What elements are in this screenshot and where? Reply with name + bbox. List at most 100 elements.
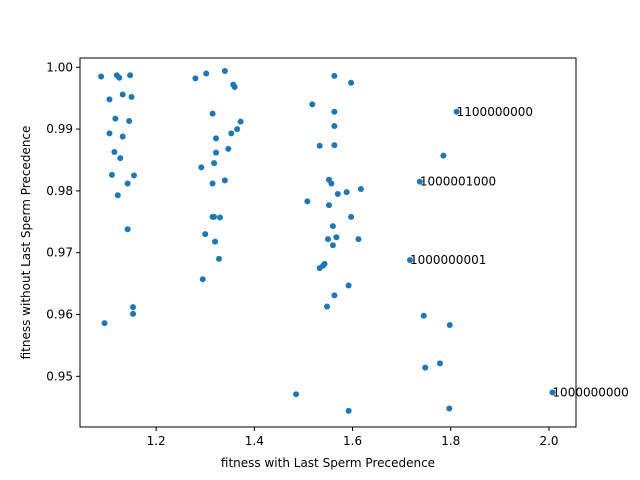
data-point-40 <box>202 231 209 238</box>
x-tick-label: 1.2 <box>147 434 166 448</box>
annotation-label: 1000000001 <box>410 253 486 267</box>
data-points <box>98 67 556 414</box>
data-point-67 <box>345 282 352 289</box>
data-point-81 <box>549 389 556 396</box>
data-point-11 <box>111 148 118 155</box>
data-point-13 <box>108 171 115 178</box>
data-point-49 <box>316 142 323 149</box>
data-point-10 <box>119 133 126 140</box>
data-point-4 <box>119 91 126 98</box>
data-point-30 <box>213 135 220 142</box>
data-point-52 <box>328 180 335 187</box>
data-point-45 <box>348 79 355 86</box>
data-point-50 <box>331 142 338 149</box>
data-point-42 <box>215 255 222 262</box>
data-point-79 <box>422 364 429 371</box>
data-point-80 <box>446 405 453 412</box>
data-point-41 <box>212 238 219 245</box>
data-point-18 <box>101 320 108 327</box>
x-tick-label: 1.6 <box>343 434 362 448</box>
y-axis-ticks: 0.95 0.96 0.97 0.98 0.99 1.00 <box>46 60 80 383</box>
data-point-16 <box>114 192 121 199</box>
data-point-36 <box>209 180 216 187</box>
data-point-0 <box>98 73 105 80</box>
data-point-19 <box>130 304 137 311</box>
x-tick-label: 1.8 <box>441 434 460 448</box>
data-point-5 <box>128 93 135 100</box>
point-annotations: 1100000000 1000001000 1000000001 1000000000 <box>410 105 629 400</box>
data-point-27 <box>237 118 244 125</box>
data-point-22 <box>203 70 210 77</box>
data-point-76 <box>420 312 427 319</box>
data-point-32 <box>213 149 220 156</box>
data-point-2 <box>116 74 123 81</box>
data-point-63 <box>329 242 336 249</box>
data-point-55 <box>334 190 341 197</box>
data-point-53 <box>357 186 364 193</box>
data-point-75 <box>407 257 414 264</box>
annotation-label: 1000001000 <box>420 175 496 189</box>
data-point-70 <box>293 391 300 398</box>
y-tick-label: 0.97 <box>46 246 73 260</box>
data-point-8 <box>126 118 133 125</box>
y-axis-label: fitness without Last Sperm Precedence <box>19 126 33 360</box>
data-point-15 <box>124 180 131 187</box>
data-point-62 <box>355 236 362 243</box>
y-tick-label: 0.99 <box>46 122 73 136</box>
plot-frame <box>79 57 577 428</box>
data-point-33 <box>211 160 218 167</box>
data-point-14 <box>131 172 138 179</box>
data-point-78 <box>436 360 443 367</box>
data-point-59 <box>329 223 336 230</box>
data-point-68 <box>331 292 338 299</box>
data-point-17 <box>124 226 131 233</box>
data-point-38 <box>211 213 218 220</box>
data-point-69 <box>324 303 331 310</box>
data-point-77 <box>446 322 453 329</box>
data-point-66 <box>316 265 323 272</box>
annotation-label: 1000000000 <box>552 385 628 399</box>
annotation-label: 1100000000 <box>457 105 533 119</box>
x-tick-label: 1.4 <box>245 434 264 448</box>
data-point-23 <box>221 67 228 74</box>
x-axis-ticks: 1.2 1.4 1.6 1.8 2.0 <box>147 427 559 448</box>
data-point-39 <box>216 214 223 221</box>
data-point-57 <box>325 202 332 209</box>
data-point-25 <box>231 84 238 91</box>
data-point-26 <box>209 110 216 117</box>
data-point-43 <box>199 276 206 283</box>
data-point-44 <box>331 72 338 79</box>
y-tick-label: 0.98 <box>46 184 73 198</box>
data-point-72 <box>453 108 460 115</box>
data-point-46 <box>309 101 316 108</box>
plot-area <box>80 58 576 427</box>
data-point-12 <box>117 155 124 162</box>
data-point-34 <box>198 164 205 171</box>
data-point-48 <box>331 122 338 129</box>
data-point-73 <box>440 152 447 159</box>
data-point-7 <box>112 115 119 122</box>
data-point-9 <box>106 130 113 137</box>
data-point-3 <box>127 72 134 79</box>
data-point-74 <box>416 178 423 185</box>
data-point-6 <box>106 96 113 103</box>
x-tick-label: 2.0 <box>539 434 558 448</box>
data-point-56 <box>304 198 311 205</box>
data-point-71 <box>345 407 352 414</box>
data-point-20 <box>130 310 137 317</box>
data-point-28 <box>234 126 241 133</box>
data-point-31 <box>225 145 232 152</box>
data-point-54 <box>343 189 350 196</box>
data-point-60 <box>333 234 340 241</box>
data-point-21 <box>192 75 199 82</box>
data-point-35 <box>221 177 228 184</box>
data-point-29 <box>228 130 235 137</box>
y-tick-label: 0.96 <box>46 308 73 322</box>
data-point-47 <box>331 108 338 115</box>
data-point-58 <box>348 213 355 220</box>
y-tick-label: 0.95 <box>46 369 73 383</box>
y-tick-label: 1.00 <box>46 60 73 74</box>
data-point-61 <box>325 236 331 243</box>
x-axis-label: fitness with Last Sperm Precedence <box>221 456 435 470</box>
